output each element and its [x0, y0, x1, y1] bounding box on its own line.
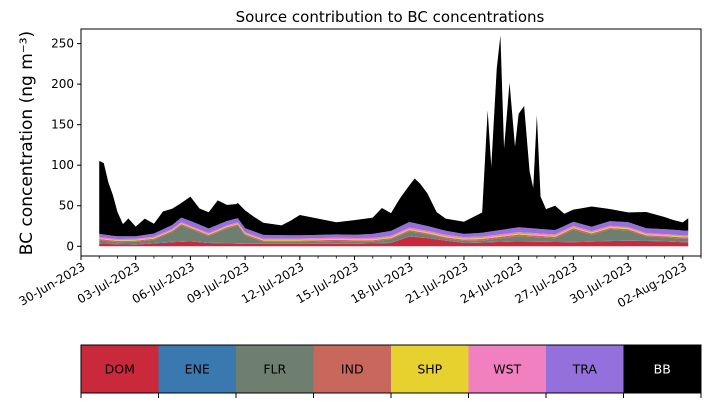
- plot-area: [99, 35, 689, 247]
- area-bb: [99, 35, 689, 237]
- axes: 05010015020025030-Jun-202303-Jul-202306-…: [17, 28, 702, 310]
- area-tra: [99, 217, 689, 240]
- legend-label-ind: IND: [341, 362, 364, 377]
- legend-label-dom: DOM: [105, 362, 135, 377]
- legend-swatch-ene: [158, 345, 236, 393]
- area-flr: [99, 225, 689, 245]
- area-dom: [99, 236, 689, 247]
- legend-label-wst: WST: [493, 362, 521, 377]
- chart-title: Source contribution to BC concentrations: [236, 8, 545, 26]
- y-tick-label: 50: [59, 199, 74, 213]
- y-tick-label: 200: [51, 77, 74, 91]
- legend-label-flr: FLR: [263, 362, 286, 377]
- legend-swatch-tra: [546, 345, 624, 393]
- legend-label-ene: ENE: [185, 362, 210, 377]
- legend-colorbar: DOM ENE FLR IND SHP WST TRA BB: [80, 344, 702, 398]
- y-tick-label: 150: [51, 118, 74, 132]
- legend-swatch-ind: [313, 345, 391, 393]
- y-tick-label: 100: [51, 158, 74, 172]
- legend-swatch-bb: [623, 345, 701, 393]
- legend-label-shp: SHP: [417, 362, 442, 377]
- legend-swatch-shp: [391, 345, 469, 393]
- x-tick-label: 30-Jun-2023: [17, 259, 88, 308]
- legend-swatch-wst: [468, 345, 546, 393]
- y-tick-label: 0: [66, 239, 74, 253]
- y-tick-label: 250: [51, 37, 74, 51]
- legend-swatch-flr: [236, 345, 314, 393]
- legend-label-tra: TRA: [572, 362, 598, 377]
- legend-swatch-dom: [81, 345, 159, 393]
- legend-label-bb: BB: [654, 362, 671, 377]
- y-axis-label: BC concentration (ng m⁻³): [17, 31, 37, 255]
